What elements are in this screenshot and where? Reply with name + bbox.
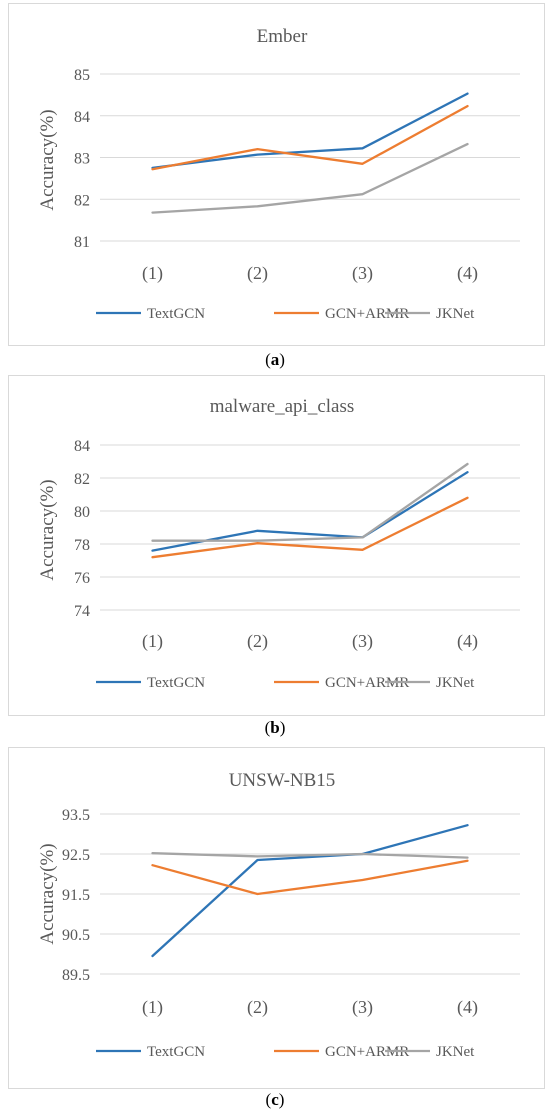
chart-group-2: UNSW-NB15 93.5 92.5 91.5 90.5 89.5 Accuracy(%)…: [8, 747, 545, 1089]
chart-title: Ember: [257, 26, 308, 47]
chart-unsw-nb15: UNSW-NB15 93.5 92.5 91.5 90.5 89.5 Accuracy(%)…: [8, 747, 545, 1089]
series-line-textgcn: [151, 92, 469, 170]
series-line-gcn-armr: [151, 496, 469, 559]
caption-c: (c): [265, 1090, 285, 1109]
chart-frame: [8, 747, 545, 1089]
series-line-gcn-armr: [151, 859, 469, 896]
caption-b-letter: b: [270, 718, 280, 737]
legend-label-gcn-armr: GCN+ARMR: [325, 1044, 409, 1060]
x-tick-label-4: (4): [457, 263, 478, 284]
series-line-textgcn: [151, 824, 469, 958]
series-line-jknet: [151, 852, 469, 859]
chart-frame: [8, 3, 545, 346]
y-tick-label-90-5: 90.5: [62, 927, 90, 944]
y-tick-label-76: 76: [74, 570, 90, 587]
chart-panel-ember: Ember 85 84 83 82 81 Accuracy(%) (1) (2) (3) (4) Te…: [0, 0, 550, 376]
chart-ember: Ember 85 84 83 82 81 Accuracy(%) (1) (2) (3) (4) Te…: [8, 3, 545, 346]
y-axis-label: Accuracy(%): [37, 479, 58, 580]
series-line-gcn-armr: [151, 104, 469, 171]
y-axis-label: Accuracy(%): [37, 109, 58, 210]
x-tick-label-1: (1): [142, 997, 163, 1018]
y-tick-label-80: 80: [74, 504, 90, 521]
y-tick-label-84: 84: [74, 109, 90, 126]
y-tick-label-83: 83: [74, 151, 90, 168]
chart-title: malware_api_class: [210, 396, 355, 417]
y-tick-label-82: 82: [74, 192, 90, 209]
chart-malware-api-class: malware_api_class 84 82 80 78 76 74 Accuracy(%)…: [8, 375, 545, 716]
x-tick-label-3: (3): [352, 263, 373, 284]
caption-b: (b): [264, 718, 286, 737]
caption-c-letter: c: [271, 1090, 279, 1109]
chart-panel-malware-api-class: malware_api_class 84 82 80 78 76 74 Accuracy(%)…: [0, 372, 550, 748]
y-tick-label-89-5: 89.5: [62, 967, 90, 984]
y-tick-label-81: 81: [74, 234, 90, 251]
x-tick-label-1: (1): [142, 631, 163, 652]
x-tick-label-3: (3): [352, 997, 373, 1018]
chart-title: UNSW-NB15: [229, 770, 336, 791]
y-tick-label-92-5: 92.5: [62, 847, 90, 864]
caption-a-letter: a: [270, 350, 280, 369]
series-line-jknet: [151, 142, 469, 214]
legend-label-textgcn: TextGCN: [147, 1044, 205, 1060]
caption-a: (a): [265, 350, 285, 369]
legend-label-textgcn: TextGCN: [147, 306, 205, 322]
chart-group-1: malware_api_class 84 82 80 78 76 74 Accuracy(%)…: [8, 375, 545, 716]
x-tick-label-2: (2): [247, 997, 268, 1018]
x-tick-label-2: (2): [247, 263, 268, 284]
legend-label-gcn-armr: GCN+ARMR: [325, 675, 409, 691]
chart-panel-unsw-nb15: UNSW-NB15 93.5 92.5 91.5 90.5 89.5 Accuracy(%)…: [0, 744, 550, 1117]
y-tick-label-74: 74: [74, 603, 90, 620]
legend-label-jknet: JKNet: [436, 675, 475, 691]
legend-label-gcn-armr: GCN+ARMR: [325, 306, 409, 322]
y-tick-label-78: 78: [74, 537, 90, 554]
series-line-jknet: [151, 462, 469, 542]
y-axis-label: Accuracy(%): [37, 843, 58, 944]
y-tick-label-82: 82: [74, 471, 90, 488]
y-tick-label-85: 85: [74, 67, 90, 84]
y-tick-label-84: 84: [74, 438, 90, 455]
x-tick-label-2: (2): [247, 631, 268, 652]
x-tick-label-4: (4): [457, 997, 478, 1018]
chart-group-0: Ember 85 84 83 82 81 Accuracy(%) (1) (2) (3) (4) Te…: [8, 3, 545, 346]
x-tick-label-1: (1): [142, 263, 163, 284]
legend-label-textgcn: TextGCN: [147, 675, 205, 691]
y-tick-label-91-5: 91.5: [62, 887, 90, 904]
legend-label-jknet: JKNet: [436, 306, 475, 322]
x-tick-label-3: (3): [352, 631, 373, 652]
x-tick-label-4: (4): [457, 631, 478, 652]
legend-label-jknet: JKNet: [436, 1044, 475, 1060]
y-tick-label-93-5: 93.5: [62, 807, 90, 824]
